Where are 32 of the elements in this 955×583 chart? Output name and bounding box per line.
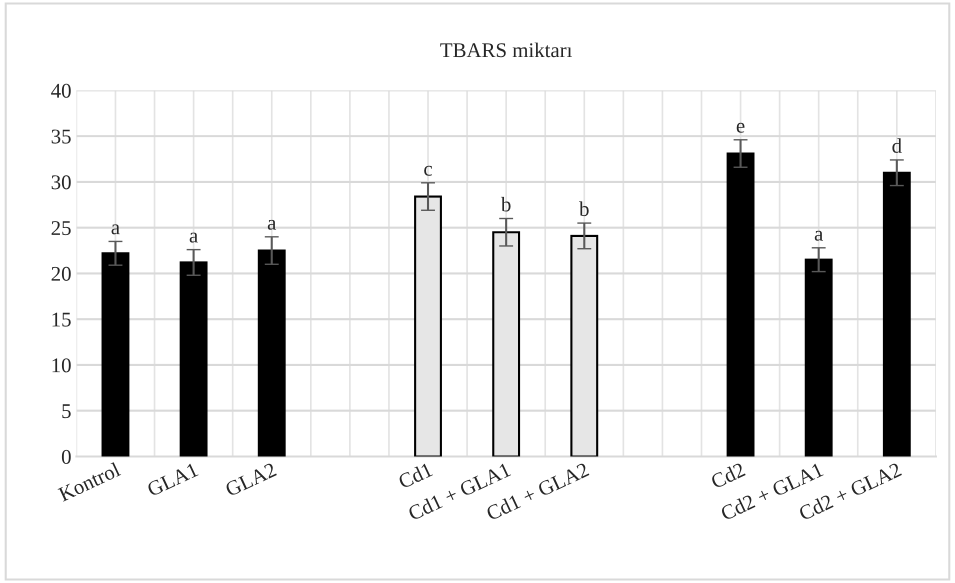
bar	[804, 258, 833, 456]
x-tick-label: GLA1	[146, 462, 199, 497]
x-tick-label: Cd1	[397, 462, 434, 489]
bar	[882, 172, 911, 456]
annotation: a	[814, 230, 824, 241]
bar	[102, 252, 130, 456]
annotation: a	[268, 220, 276, 230]
y-tick-label: 30	[52, 175, 71, 190]
y-tick-label: 35	[52, 130, 71, 144]
chart-title: TBARS miktarı	[440, 42, 572, 58]
bar	[726, 152, 754, 456]
x-tick-label: Cd2	[710, 462, 746, 489]
bar	[258, 250, 286, 456]
bar	[180, 261, 208, 456]
annotation: b	[500, 196, 511, 212]
annotation: a	[112, 224, 120, 234]
y-tick-label: 5	[62, 404, 71, 418]
annotation: e	[736, 122, 744, 133]
y-tick-label: 20	[52, 266, 71, 281]
y-tick-label: 40	[51, 84, 71, 98]
y-tick-label: 0	[62, 450, 71, 464]
y-tick-label: 10	[52, 358, 71, 372]
annotation: b	[579, 201, 589, 216]
annotation: a	[190, 232, 198, 243]
bar	[414, 195, 442, 456]
y-tick-label: 15	[52, 312, 71, 327]
bar	[570, 234, 598, 456]
annotation: c	[424, 166, 432, 176]
bar	[492, 231, 520, 456]
annotation: d	[892, 138, 902, 153]
y-tick-label: 25	[52, 221, 71, 236]
x-tick-label: GLA2	[224, 462, 277, 497]
